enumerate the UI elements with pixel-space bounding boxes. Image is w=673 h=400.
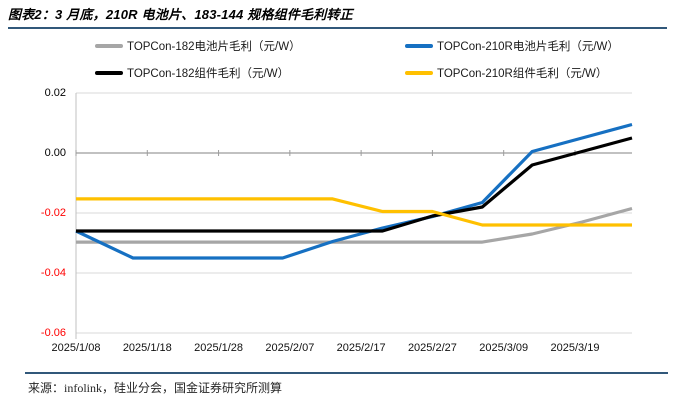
legend-label: TOPCon-210R组件毛利（元/W） [437,68,608,80]
y-axis-label: -0.02 [40,206,66,219]
legend-swatch [405,71,433,75]
legend-label: TOPCon-182电池片毛利（元/W） [127,41,301,53]
y-axis-label: 0.00 [44,146,66,159]
header-rule [8,27,667,29]
footer-rule [25,372,668,374]
y-axis-label: 0.02 [44,86,66,99]
series-line-3 [76,197,632,227]
x-axis-label: 2025/1/28 [194,342,244,354]
legend-item: TOPCon-210R电池片毛利（元/W） [405,39,619,53]
legend-swatch [405,44,433,48]
y-axis-label: -0.04 [40,266,66,279]
legend-item: TOPCon-182组件毛利（元/W） [95,66,289,80]
x-axis-label: 2025/1/18 [122,342,172,354]
legend-swatch [95,44,123,48]
x-axis-label: 2025/2/17 [336,342,386,354]
x-axis-label: 2025/1/08 [51,342,101,354]
legend-item: TOPCon-210R组件毛利（元/W） [405,66,607,80]
legend-label: TOPCon-182组件毛利（元/W） [127,68,290,80]
legend-item: TOPCon-182电池片毛利（元/W） [95,39,301,53]
x-axis-label: 2025/3/19 [550,342,600,354]
legend-label: TOPCon-210R电池片毛利（元/W） [437,41,619,53]
legend-swatch [95,71,123,75]
series-line-0 [76,206,633,244]
x-axis-label: 2025/3/09 [479,342,529,354]
x-axis-label: 2025/2/07 [265,342,315,354]
series-line-2 [76,136,633,233]
series-line-1 [75,122,633,260]
figure-title: 图表2：3 月底，210R 电池片、183-144 规格组件毛利转正 [8,7,353,22]
x-axis-label: 2025/2/27 [407,342,457,354]
y-axis-label: -0.06 [40,326,66,339]
source-note: 来源：infolink，硅业分会，国金证券研究所测算 [28,381,282,395]
